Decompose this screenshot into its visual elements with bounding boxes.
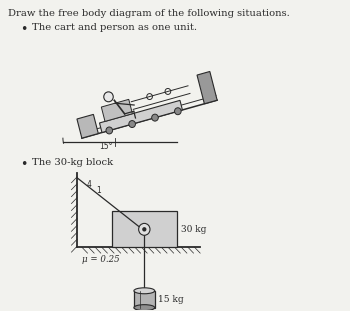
Circle shape xyxy=(129,121,135,128)
Ellipse shape xyxy=(134,305,155,311)
Bar xyxy=(112,211,176,247)
Polygon shape xyxy=(77,114,98,138)
Circle shape xyxy=(104,92,113,102)
Text: 15°: 15° xyxy=(99,142,112,151)
Text: The 30-kg block: The 30-kg block xyxy=(32,158,113,167)
Bar xyxy=(134,291,155,308)
Circle shape xyxy=(152,114,158,121)
Text: 1: 1 xyxy=(96,186,101,195)
Text: Draw the free body diagram of the following situations.: Draw the free body diagram of the follow… xyxy=(8,9,290,18)
Ellipse shape xyxy=(134,288,155,294)
Text: 30 kg: 30 kg xyxy=(181,225,206,234)
Circle shape xyxy=(106,127,113,134)
Polygon shape xyxy=(99,100,182,132)
Text: μ = 0.25: μ = 0.25 xyxy=(82,255,119,264)
Text: The cart and person as one unit.: The cart and person as one unit. xyxy=(32,23,197,32)
Circle shape xyxy=(175,108,181,115)
Circle shape xyxy=(139,223,150,235)
Polygon shape xyxy=(197,72,217,104)
Text: •: • xyxy=(20,158,28,171)
Polygon shape xyxy=(101,99,132,121)
Text: •: • xyxy=(20,23,28,36)
Text: 15 kg: 15 kg xyxy=(158,295,183,304)
Circle shape xyxy=(143,228,146,231)
Text: 4: 4 xyxy=(86,180,91,189)
